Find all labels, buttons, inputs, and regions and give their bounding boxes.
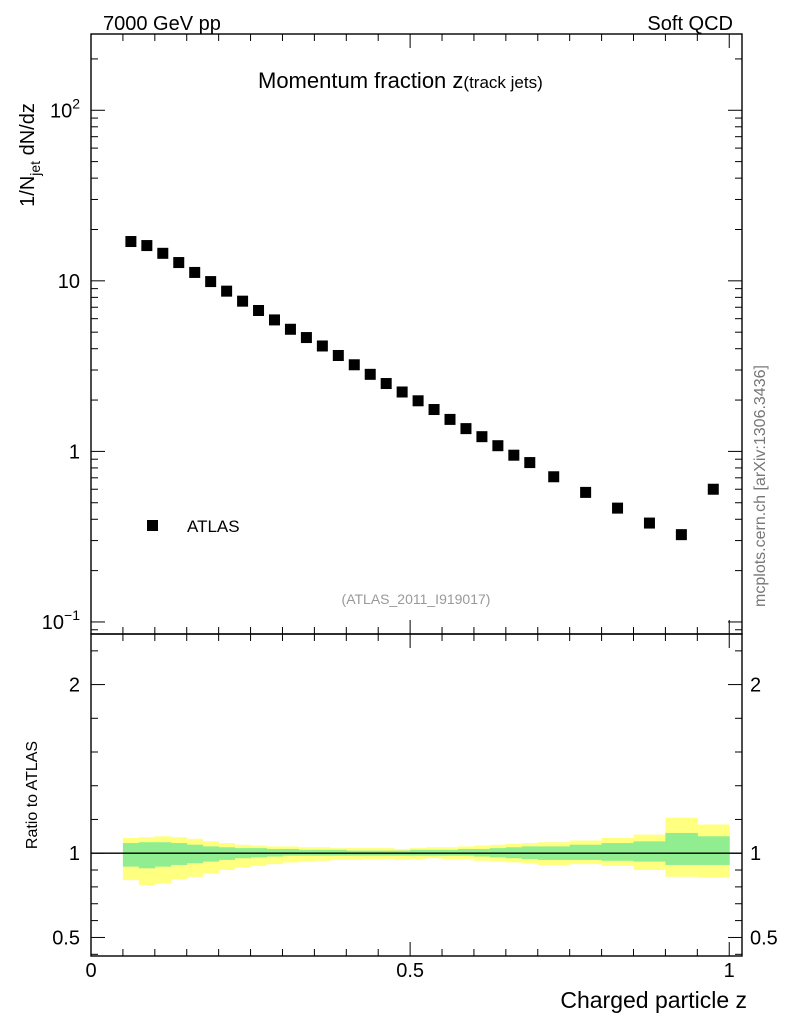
chart-title: Momentum fraction z(track jets) [258,68,543,93]
inner-uncertainty-band [138,842,156,869]
ratio-frame [90,633,743,957]
inner-uncertainty-band [186,844,204,864]
y-axis-label-prefix: 1/N [17,176,39,207]
main-ytick-label-base: 10 [50,100,72,122]
main-frame [90,33,743,635]
inner-uncertainty-band [202,846,220,862]
inner-uncertainty-band [633,841,666,862]
data-point [675,529,687,541]
data-point [173,257,185,269]
data-point [460,423,472,435]
data-point [476,431,488,443]
ratio-ytick-label-left: 0.5 [52,927,80,949]
data-point [284,323,296,335]
x-tick-label: 1 [724,960,735,982]
analysis-id: (ATLAS_2011_I919017) [342,591,491,607]
inner-uncertainty-band [569,844,603,860]
inner-uncertainty-band [665,832,698,865]
data-point [205,276,217,288]
main-ytick-label-base: 10 [58,271,80,293]
main-ytick-label-exponent: 2 [72,95,80,111]
data-point [492,440,504,452]
ratio-bands [122,817,730,886]
inner-uncertainty-band [122,843,140,867]
data-points [125,236,719,541]
ratio-axis-ticks [90,634,742,956]
x-tick-labels: 0 0.5 1 [85,960,734,982]
y-axis-label-subscript: jet [27,161,43,177]
side-credit: mcplots.cern.ch [arXiv:1306.3436] [752,365,769,607]
inner-uncertainty-band [697,836,730,865]
data-point [444,413,456,425]
chart-title-main: Momentum fraction z [258,68,463,93]
data-point [300,332,312,344]
data-point [524,457,536,469]
inner-uncertainty-band [170,843,188,865]
data-point [612,502,624,514]
x-axis-label: Charged particle z [560,987,747,1013]
data-point [125,236,137,248]
data-point [316,340,328,352]
main-ytick-label: 102 [50,95,80,122]
data-point [396,386,408,398]
main-ytick-label-exponent: −1 [64,607,80,623]
data-point [268,314,280,326]
data-point [221,285,233,297]
main-ytick-label-base: 10 [42,612,64,634]
data-point [332,349,344,361]
data-point [412,395,424,407]
data-point [428,404,440,416]
data-point [157,247,169,259]
inner-uncertainty-band [282,848,299,856]
data-point [643,517,655,529]
ratio-panel: 0.5 0.51 12 2 0 0.5 1 Ratio to ATLAS Charged … [24,633,778,1013]
chart-title-sub: (track jets) [463,73,542,92]
inner-uncertainty-band [154,842,172,867]
main-ytick-label: 1 [69,441,80,463]
data-point [348,359,360,371]
main-axis-ticks [90,34,742,634]
data-point [253,304,265,316]
ratio-ytick-label-left: 1 [69,843,80,865]
process-label: Soft QCD [647,13,733,35]
data-point [508,449,520,461]
ratio-ytick-labels: 0.5 0.5 1 1 2 2 [52,675,778,950]
energy-label: 7000 GeV pp [103,13,221,35]
data-point [380,378,392,390]
x-tick-label: 0 [85,960,96,982]
ratio-ytick-label-right: 0.5 [750,927,778,949]
inner-uncertainty-band [457,848,475,856]
legend-label: ATLAS [187,517,240,536]
ratio-ytick-label-left: 2 [69,675,80,697]
data-point [707,483,719,495]
main-ytick-label-base: 1 [69,441,80,463]
main-ytick-label: 10 [58,271,80,293]
y-axis-label-suffix: dN/dz [17,103,39,161]
main-ytick-label: 10−1 [42,607,80,634]
x-tick-label: 0.5 [396,960,424,982]
data-point [580,486,592,498]
data-point [237,295,249,307]
ratio-y-axis-label: Ratio to ATLAS [24,741,41,849]
legend-marker [147,520,158,531]
ratio-ytick-label-right: 1 [750,843,761,865]
data-point [364,368,376,380]
y-axis-label: 1/Njet dN/dz [17,103,43,207]
data-point [548,471,560,483]
data-point [141,240,153,252]
inner-uncertainty-band [601,843,634,861]
ratio-ytick-label-right: 2 [750,675,761,697]
data-point [189,266,201,278]
